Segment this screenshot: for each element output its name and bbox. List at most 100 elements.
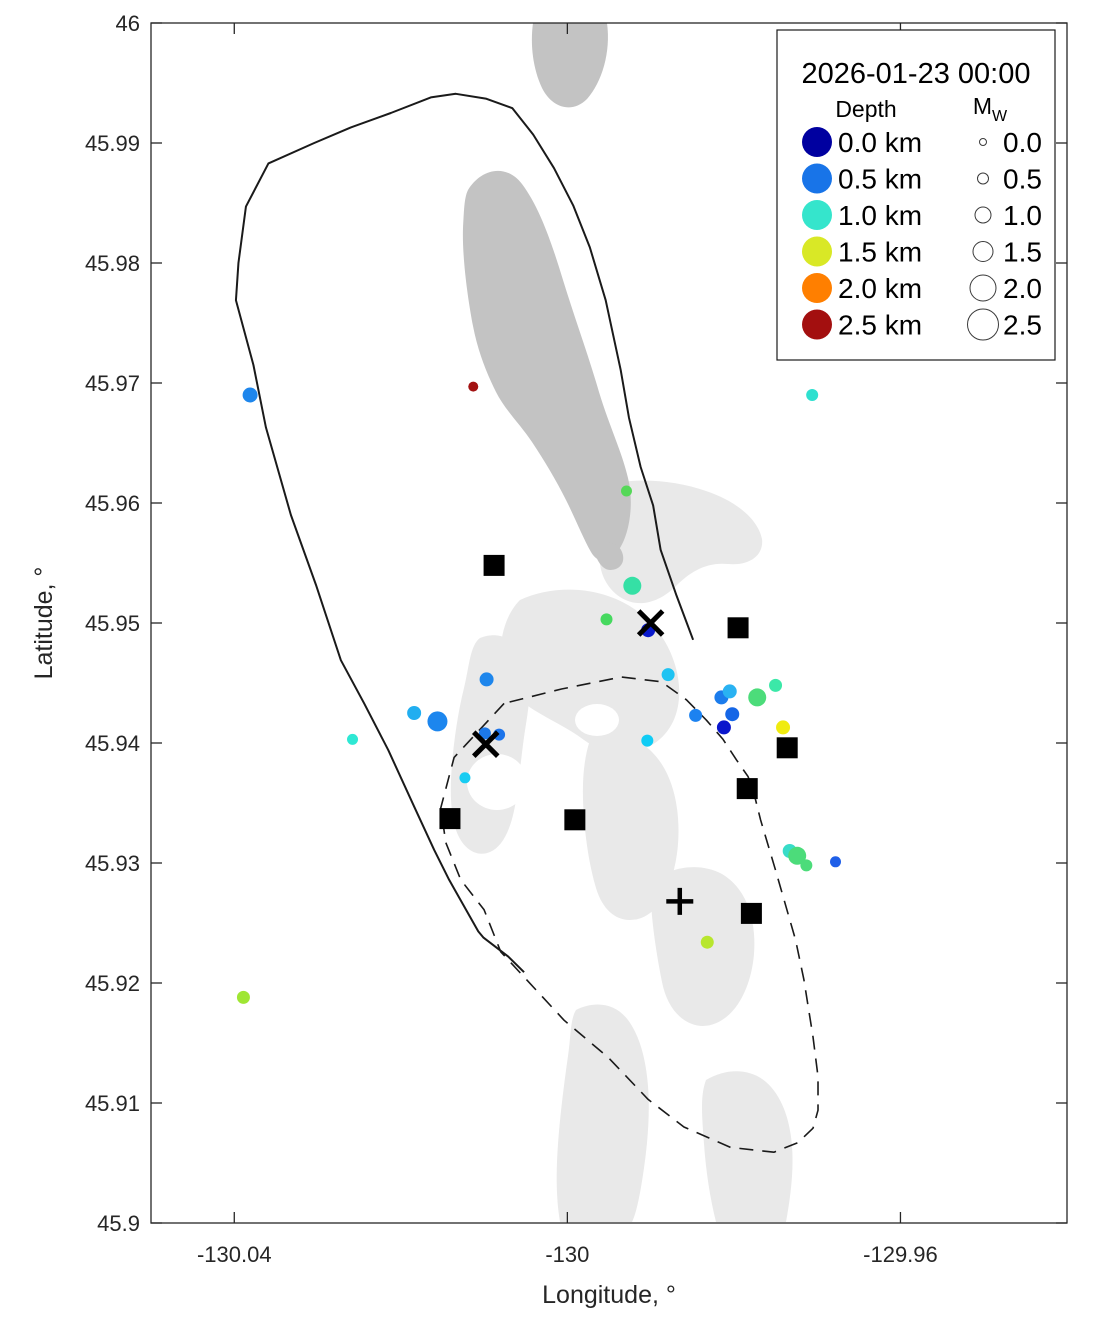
earthquake-marker <box>242 387 258 403</box>
earthquake-marker <box>623 576 642 595</box>
legend-depth-swatch <box>802 127 832 157</box>
legend-mw-label: 0.0 <box>1003 127 1042 158</box>
y-tick-label: 45.9 <box>97 1211 140 1236</box>
legend-rows: 0.0 km 0.0 0.5 km 0.5 1.0 km 1.0 1.5 km 1.5 2.0 … <box>802 127 1042 341</box>
y-tick-label: 46 <box>116 11 140 36</box>
legend-depth-label: 0.0 km <box>838 127 922 158</box>
legend-depth-swatch <box>802 309 832 340</box>
x-axis-label: Longitude, ° <box>542 1281 676 1309</box>
earthquake-marker <box>806 389 819 401</box>
lava-flow-light-patch <box>500 589 680 753</box>
lava-flow-light-patch <box>649 867 755 1026</box>
lava-flow-hole <box>575 704 619 736</box>
legend-depth-swatch <box>802 273 832 303</box>
earthquake-marker <box>479 672 494 687</box>
axes-layer: -130.04 -130 -129.96 46 45.99 45.98 45.97 45.96… <box>85 11 1068 1267</box>
earthquake-marker <box>700 935 714 949</box>
legend-depth-label: 1.0 km <box>838 200 922 231</box>
legend-mw-label: 1.0 <box>1003 200 1042 231</box>
y-tick-label: 45.98 <box>85 251 140 276</box>
legend-mw-label: 1.5 <box>1003 237 1042 268</box>
x-marker <box>636 609 665 637</box>
y-tick-label: 45.99 <box>85 131 140 156</box>
earthquake-marker <box>725 707 740 722</box>
station-marker <box>439 808 461 830</box>
legend-timestamp: 2026-01-23 00:00 <box>802 58 1031 90</box>
legend-mw-swatch <box>974 206 992 224</box>
legend-box <box>776 29 1056 361</box>
y-tick-label: 45.93 <box>85 851 140 876</box>
legend-depth-header: Depth <box>835 96 896 122</box>
earthquake-marker <box>236 990 250 1004</box>
earthquake-marker <box>478 727 491 740</box>
mw-header-base: M <box>973 93 992 119</box>
lava-flow-light-patch <box>582 736 679 920</box>
station-marker <box>776 737 798 759</box>
earthquake-marker <box>459 772 471 784</box>
legend-mw-swatch <box>972 241 994 262</box>
station-marker <box>736 778 758 800</box>
earthquake-marker <box>788 846 807 865</box>
lava-flow-hole <box>467 754 527 810</box>
map-layer <box>234 23 842 1222</box>
legend-mw-swatch <box>967 308 999 341</box>
earthquake-marker <box>769 678 783 692</box>
y-tick-label: 45.96 <box>85 491 140 516</box>
x-tick-label: -130.04 <box>197 1242 272 1267</box>
legend-depth-label: 2.0 km <box>838 273 922 304</box>
x-tick-label: -130 <box>545 1242 589 1267</box>
earthquake-marker <box>427 711 448 732</box>
earthquake-marker <box>748 688 767 707</box>
earthquake-marker <box>620 485 632 497</box>
earthquake-marker <box>830 856 842 868</box>
earthquake-marker <box>641 734 654 747</box>
lava-flow-dark-patch <box>462 170 631 561</box>
legend-depth-label: 1.5 km <box>838 237 922 268</box>
lava-flow-light-patch <box>556 1004 649 1222</box>
legend-depth-swatch <box>802 163 832 194</box>
caldera-outline <box>234 92 695 973</box>
legend-mw-swatch <box>979 138 987 146</box>
x-tick-label: -129.96 <box>863 1242 938 1267</box>
earthquake-marker <box>800 859 813 872</box>
legend-mw-swatch <box>977 172 989 185</box>
earthquake-marker <box>776 720 791 735</box>
legend-depth-label: 2.5 km <box>838 310 922 341</box>
y-tick-label: 45.94 <box>85 731 140 756</box>
earthquake-marker <box>407 706 422 720</box>
earthquake-marker <box>347 733 359 745</box>
legend-mw-label: 2.5 <box>1003 310 1042 341</box>
legend-depth-label: 0.5 km <box>838 164 922 195</box>
y-axis-label: Latitude, ° <box>30 567 58 680</box>
lava-flow-light-patch <box>586 480 763 604</box>
earthquake-marker <box>722 684 737 699</box>
lava-flow-light-patch <box>702 1071 793 1222</box>
y-tick-label: 45.92 <box>85 971 140 996</box>
lava-flow-dark-patch <box>594 542 624 570</box>
legend-mw-label: 0.5 <box>1003 164 1042 195</box>
legend-mw-label: 2.0 <box>1003 273 1042 304</box>
lava-flow-dark-patch <box>531 23 608 108</box>
earthquake-marker <box>661 668 675 682</box>
y-tick-label: 45.91 <box>85 1091 140 1116</box>
legend: 2026-01-23 00:00 Depth MW 0.0 km 0.0 0.5 k… <box>776 29 1056 361</box>
legend-depth-swatch <box>802 236 832 267</box>
x-marker <box>471 730 500 758</box>
station-marker <box>564 809 586 831</box>
station-marker <box>740 902 762 924</box>
earthquake-marker <box>689 708 703 722</box>
legend-depth-swatch <box>802 200 832 230</box>
earthquake-marker <box>468 381 479 392</box>
dashed-outline <box>439 676 819 1153</box>
station-marker <box>727 617 749 639</box>
legend-mw-swatch <box>969 274 997 302</box>
earthquake-marker <box>716 720 731 735</box>
y-tick-label: 45.95 <box>85 611 140 636</box>
earthquake-marker <box>600 613 613 626</box>
y-tick-label: 45.97 <box>85 371 140 396</box>
plus-marker <box>666 887 694 915</box>
lava-flow-light-patch <box>450 635 530 854</box>
legend-mw-header: MW <box>973 93 1008 125</box>
